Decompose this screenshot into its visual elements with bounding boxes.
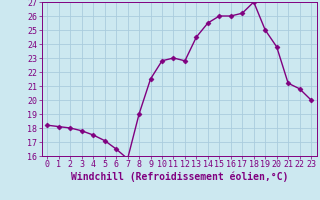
- X-axis label: Windchill (Refroidissement éolien,°C): Windchill (Refroidissement éolien,°C): [70, 172, 288, 182]
